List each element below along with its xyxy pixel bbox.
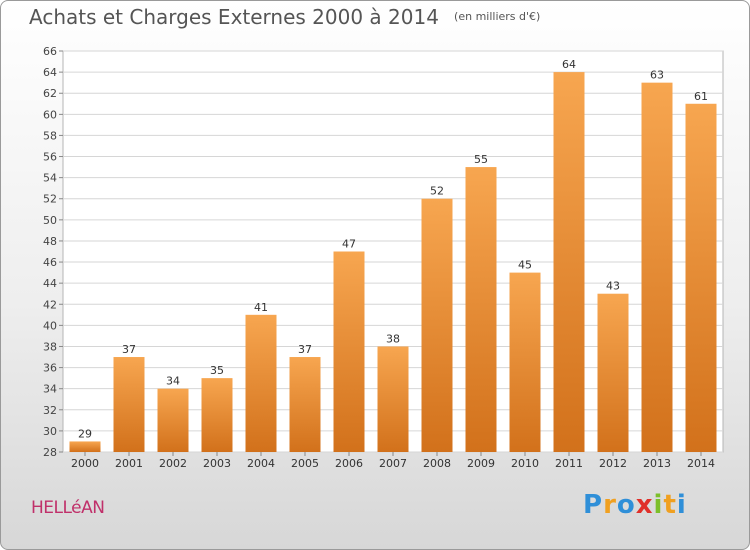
value-label-2013: 63: [650, 69, 664, 82]
proxiti-logo: Proxiti: [583, 490, 687, 520]
y-tick-label: 38: [43, 340, 57, 353]
y-tick-label: 62: [43, 87, 57, 100]
x-tick-label-2010: 2010: [511, 457, 539, 470]
value-label-2004: 41: [254, 301, 268, 314]
value-label-2005: 37: [298, 343, 312, 356]
value-label-2011: 64: [562, 58, 576, 71]
bar-2010: [509, 272, 541, 452]
y-tick-label: 30: [43, 425, 57, 438]
value-label-2002: 34: [166, 375, 180, 388]
bar-2005: [289, 357, 321, 452]
y-tick-label: 48: [43, 235, 57, 248]
y-tick-label: 46: [43, 256, 57, 269]
y-tick-label: 54: [43, 172, 57, 185]
x-tick-label-2002: 2002: [159, 457, 187, 470]
chart-title: Achats et Charges Externes 2000 à 2014: [29, 5, 439, 29]
bar-2004: [245, 314, 277, 452]
value-label-2006: 47: [342, 238, 356, 251]
x-tick-label-2009: 2009: [467, 457, 495, 470]
bar-2014: [685, 103, 717, 453]
x-tick-label-2007: 2007: [379, 457, 407, 470]
y-tick-label: 36: [43, 362, 57, 375]
value-label-2012: 43: [606, 280, 620, 293]
x-tick-label-2005: 2005: [291, 457, 319, 470]
bar-2009: [465, 167, 497, 452]
bar-2013: [641, 82, 673, 452]
bar-2000: [69, 441, 101, 452]
bar-2006: [333, 251, 365, 452]
title-row: Achats et Charges Externes 2000 à 2014 (…: [29, 5, 540, 29]
y-tick-label: 40: [43, 319, 57, 332]
y-tick-label: 60: [43, 108, 57, 121]
bar-2011: [553, 72, 585, 453]
x-tick-label-2001: 2001: [115, 457, 143, 470]
bar-2002: [157, 388, 189, 452]
value-label-2003: 35: [210, 364, 224, 377]
x-tick-label-2011: 2011: [555, 457, 583, 470]
y-tick-label: 64: [43, 66, 57, 79]
value-label-2008: 52: [430, 185, 444, 198]
y-tick-label: 44: [43, 277, 57, 290]
x-tick-label-2012: 2012: [599, 457, 627, 470]
y-tick-label: 56: [43, 151, 57, 164]
x-tick-label-2003: 2003: [203, 457, 231, 470]
y-tick-label: 50: [43, 214, 57, 227]
x-tick-label-2014: 2014: [687, 457, 715, 470]
y-tick-label: 32: [43, 404, 57, 417]
y-tick-label: 52: [43, 193, 57, 206]
x-tick-label-2004: 2004: [247, 457, 275, 470]
y-tick-label: 34: [43, 383, 57, 396]
y-tick-label: 28: [43, 446, 57, 459]
value-label-2010: 45: [518, 259, 532, 272]
chart-unit: (en milliers d'€): [454, 10, 541, 23]
y-tick-label: 42: [43, 298, 57, 311]
value-label-2001: 37: [122, 343, 136, 356]
bar-2008: [421, 198, 453, 452]
value-label-2000: 29: [78, 427, 92, 440]
bar-2007: [377, 346, 409, 452]
value-label-2009: 55: [474, 153, 488, 166]
bar-2001: [113, 357, 145, 452]
bar-2003: [201, 378, 233, 452]
y-tick-label: 66: [43, 45, 57, 58]
value-label-2007: 38: [386, 332, 400, 345]
bar-2012: [597, 293, 629, 452]
value-label-2014: 61: [694, 90, 708, 103]
x-tick-label-2013: 2013: [643, 457, 671, 470]
commune-name: HELLéAN: [31, 498, 105, 518]
y-tick-label: 58: [43, 129, 57, 142]
x-tick-label-2006: 2006: [335, 457, 363, 470]
x-tick-label-2008: 2008: [423, 457, 451, 470]
x-tick-label-2000: 2000: [71, 457, 99, 470]
